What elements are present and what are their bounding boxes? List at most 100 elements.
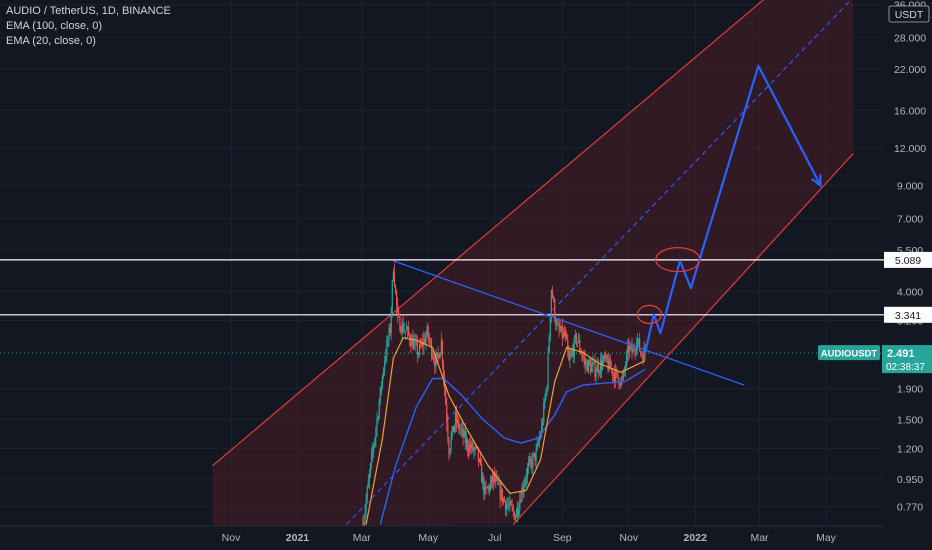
candle[interactable] — [373, 442, 375, 459]
candle[interactable] — [575, 332, 578, 347]
candle[interactable] — [574, 329, 576, 344]
candle[interactable] — [540, 418, 543, 439]
candle[interactable] — [625, 349, 628, 370]
candle[interactable] — [608, 354, 610, 372]
time-axis[interactable]: Nov 2021 Mar May Jul Sep Nov 2022 Mar May — [0, 525, 884, 550]
candle[interactable] — [478, 457, 481, 464]
candle[interactable] — [507, 498, 509, 509]
candle[interactable] — [440, 332, 442, 355]
candle[interactable] — [548, 333, 550, 354]
candle[interactable] — [593, 361, 595, 365]
candle[interactable] — [405, 321, 408, 331]
candle[interactable] — [437, 345, 439, 363]
projection-path[interactable] — [644, 64, 822, 354]
candle[interactable] — [377, 415, 379, 424]
candle[interactable] — [509, 494, 511, 511]
candle[interactable] — [510, 499, 512, 506]
candle[interactable] — [396, 289, 398, 314]
candle[interactable] — [562, 327, 564, 340]
candle[interactable] — [426, 322, 428, 338]
candle[interactable] — [512, 503, 514, 517]
candle[interactable] — [545, 388, 547, 401]
candle[interactable] — [387, 335, 389, 348]
candle[interactable] — [561, 318, 563, 346]
candle[interactable] — [389, 322, 391, 337]
candle[interactable] — [438, 352, 440, 360]
candle[interactable] — [522, 480, 524, 498]
candle[interactable] — [397, 297, 399, 323]
candle[interactable] — [457, 413, 459, 428]
ema20-legend[interactable]: EMA (20, close, 0) — [6, 35, 96, 47]
candle[interactable] — [617, 371, 619, 380]
candle[interactable] — [417, 352, 420, 359]
candle[interactable] — [374, 436, 376, 449]
candle[interactable] — [571, 345, 573, 358]
candle[interactable] — [391, 279, 393, 318]
candle[interactable] — [496, 470, 498, 482]
candle[interactable] — [460, 422, 462, 436]
candle[interactable] — [410, 334, 412, 353]
candle[interactable] — [367, 474, 369, 488]
candle[interactable] — [385, 348, 387, 365]
drawing-layer[interactable] — [393, 64, 822, 386]
symbol-legend[interactable]: AUDIO / TetherUS, 1D, BINANCE — [6, 5, 171, 17]
candle[interactable] — [499, 480, 501, 509]
candle[interactable] — [634, 345, 636, 360]
candle[interactable] — [611, 368, 614, 382]
candle[interactable] — [598, 369, 600, 377]
candle[interactable] — [523, 477, 525, 498]
candle[interactable] — [595, 367, 597, 385]
candle[interactable] — [518, 502, 520, 518]
candle[interactable] — [368, 468, 370, 490]
candle[interactable] — [607, 353, 609, 374]
candle[interactable] — [640, 350, 642, 357]
candle[interactable] — [430, 337, 433, 362]
candle[interactable] — [446, 397, 448, 432]
candle[interactable] — [393, 262, 396, 288]
candle[interactable] — [449, 448, 451, 457]
candle[interactable] — [428, 332, 430, 346]
candle[interactable] — [531, 453, 533, 474]
candle[interactable] — [567, 334, 569, 358]
candle[interactable] — [464, 423, 466, 450]
candle[interactable] — [462, 423, 464, 446]
candle[interactable] — [497, 477, 499, 486]
candle[interactable] — [631, 337, 633, 360]
candle[interactable] — [381, 373, 384, 391]
candle[interactable] — [612, 372, 615, 384]
candle[interactable] — [394, 284, 397, 295]
candle[interactable] — [552, 295, 555, 302]
candle[interactable] — [491, 469, 494, 489]
candle[interactable] — [473, 447, 475, 460]
candle[interactable] — [432, 349, 434, 360]
candle[interactable] — [636, 333, 639, 355]
projection-arrowhead[interactable] — [811, 174, 822, 188]
candle[interactable] — [576, 341, 579, 348]
candle[interactable] — [435, 349, 437, 373]
candle[interactable] — [527, 456, 530, 475]
candle[interactable] — [370, 447, 373, 470]
candle[interactable] — [487, 484, 489, 494]
candle[interactable] — [558, 317, 560, 338]
candle[interactable] — [386, 335, 388, 363]
highlight-circle[interactable] — [655, 246, 701, 273]
candle[interactable] — [406, 325, 409, 339]
candle[interactable] — [454, 405, 457, 433]
candle[interactable] — [513, 511, 515, 521]
candle[interactable] — [542, 417, 544, 431]
candle[interactable] — [503, 496, 506, 503]
candle[interactable] — [402, 314, 404, 334]
candle[interactable] — [434, 353, 436, 375]
candle[interactable] — [585, 358, 587, 370]
candle[interactable] — [483, 474, 485, 501]
candle[interactable] — [365, 493, 367, 517]
candle[interactable] — [424, 332, 426, 345]
candle[interactable] — [560, 325, 562, 332]
candle[interactable] — [564, 326, 567, 342]
candle[interactable] — [441, 339, 444, 370]
candle[interactable] — [532, 450, 534, 475]
candle[interactable] — [533, 452, 535, 458]
candle[interactable] — [520, 490, 522, 504]
candle[interactable] — [511, 499, 513, 512]
candle[interactable] — [442, 359, 445, 387]
